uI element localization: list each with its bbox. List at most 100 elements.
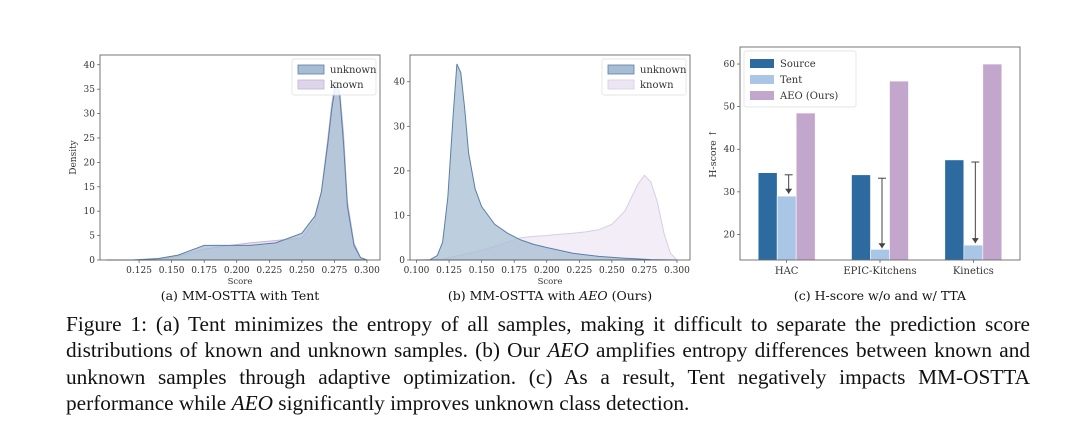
plot-area (106, 77, 368, 261)
caption-body: (a) Tent minimizes the entropy of all sa… (66, 312, 1030, 415)
subcaption-text: (b) MM-OSTTA with (447, 288, 580, 303)
bars (757, 63, 1003, 261)
subcaption-b: (b) MM-OSTTA with AEO (Ours) (410, 288, 690, 303)
y-tick-label: 10 (394, 211, 406, 221)
x-tick-label: EPIC-Kitchens (843, 266, 916, 277)
series-area-unknown (416, 63, 678, 261)
panel-b: 0.100 0.125 0.150 0.175 0.200 0.225 0.250 0.275… (379, 0, 700, 310)
subcaption-emph: Tent (291, 288, 320, 303)
x-tick-label: 0.175 (191, 266, 217, 276)
legend-swatch (750, 59, 774, 68)
y-tick-label: 20 (724, 230, 736, 240)
plot-area (416, 63, 679, 261)
x-tick-label: 0.225 (256, 266, 282, 276)
plot-frame (409, 54, 691, 261)
legend-swatch-known (297, 79, 325, 90)
legend-label: Source (780, 59, 816, 70)
y-axis-label: H-score ↑ (708, 129, 719, 178)
legend-label: Tent (780, 75, 802, 86)
x-tick-label: 0.100 (404, 266, 430, 276)
drop-arrow-head (878, 243, 886, 249)
x-tick-label: 0.150 (159, 266, 185, 276)
legend-swatch-unknown (297, 64, 325, 75)
bar-aeo-ours--0 (795, 112, 816, 261)
y-tick-label: 40 (84, 61, 96, 71)
plot-frame (739, 46, 1021, 261)
bar-source-1 (851, 174, 871, 261)
caption-text: significantly improves unknown class det… (272, 390, 690, 415)
x-tick-label: HAC (775, 266, 799, 277)
x-tick-label: 0.125 (436, 266, 462, 276)
subcaption-emph: AEO (579, 288, 608, 303)
y-tick-label: 30 (394, 122, 406, 132)
legend-swatch (750, 75, 774, 84)
x-tick-label: 0.300 (354, 266, 380, 276)
legend-label: AEO (Ours) (779, 91, 838, 102)
subcaption-tail: (Ours) (607, 288, 653, 303)
x-tick-label: 0.300 (664, 266, 690, 276)
caption-emph: AEO (547, 338, 589, 363)
x-axis-label: Score (538, 277, 563, 287)
drop-arrow-head (785, 188, 793, 194)
bar-aeo-ours--1 (889, 80, 909, 261)
y-tick-label: 30 (724, 188, 736, 198)
y-tick-label: 5 (89, 232, 95, 242)
legend-swatch-known (607, 79, 635, 90)
subcaption-text: (c) H-score w/o and w/ TTA (793, 288, 967, 303)
legend-swatch-unknown (607, 64, 635, 75)
y-tick-label: 35 (84, 85, 96, 95)
y-tick-label: 30 (84, 110, 96, 120)
x-tick-label: 0.125 (126, 266, 152, 276)
legend-label-known: known (640, 80, 674, 91)
y-axis-label: Density (69, 139, 79, 174)
density-chart-a: 0.125 0.150 0.175 0.200 0.225 0.250 0.275 0.300… (69, 54, 381, 287)
legend-label-known: known (330, 80, 364, 91)
y-tick-label: 40 (394, 78, 406, 88)
bar-tent-2 (963, 244, 984, 261)
y-tick-label: 40 (724, 145, 736, 155)
y-tick-label: 0 (89, 256, 95, 266)
caption-label: Figure 1: (66, 312, 148, 336)
y-tick-label: 15 (84, 183, 96, 193)
y-tick-label: 0 (399, 256, 405, 266)
x-tick-label: 0.200 (224, 266, 250, 276)
y-tick-label: 60 (724, 60, 736, 70)
bar-tent-1 (870, 249, 890, 261)
y-tick-label: 10 (84, 207, 96, 217)
x-tick-label: Kinetics (953, 266, 994, 277)
legend-label-unknown: unknown (640, 65, 687, 76)
plot-frame (99, 54, 381, 261)
x-tick-label: 0.225 (566, 266, 592, 276)
y-tick-label: 50 (724, 103, 736, 113)
y-tick-label: 20 (84, 158, 96, 168)
density-chart-b: 0.100 0.125 0.150 0.175 0.200 0.225 0.250 0.275… (379, 54, 691, 287)
panel-c: HAC EPIC-Kitchens Kinetics 20 30 40 50 60 H-scor… (700, 0, 1040, 310)
x-tick-label: 0.250 (289, 266, 315, 276)
series-area-unknown (106, 82, 368, 261)
caption-text: amplifies entropy differences between kn… (66, 338, 1030, 415)
caption-emph: AEO (231, 390, 273, 415)
caption-text: (a) Tent minimizes the entropy of all sa… (66, 312, 1030, 363)
y-tick-label: 20 (394, 167, 406, 177)
x-tick-label: 0.200 (534, 266, 560, 276)
subcaption-a: (a) MM-OSTTA with Tent (100, 288, 380, 303)
bar-source-0 (757, 172, 778, 261)
y-tick-label: 25 (84, 134, 96, 144)
bar-source-2 (944, 159, 965, 261)
legend-label-unknown: unknown (330, 65, 377, 76)
bar-aeo-ours--2 (982, 63, 1003, 261)
x-tick-label: 0.250 (599, 266, 625, 276)
drop-arrow-head (971, 238, 979, 244)
panel-a: 0.125 0.150 0.175 0.200 0.225 0.250 0.275 0.300… (0, 0, 390, 310)
subcaption-text: (a) MM-OSTTA with (160, 288, 292, 303)
x-axis-label: Score (228, 277, 253, 287)
x-tick-label: 0.275 (322, 266, 348, 276)
figure-caption: Figure 1: (a) Tent minimizes the entropy… (66, 311, 1030, 416)
bar-tent-0 (776, 195, 797, 261)
bar-chart-c: HAC EPIC-Kitchens Kinetics 20 30 40 50 60 H-scor… (708, 46, 1021, 277)
x-tick-label: 0.150 (469, 266, 495, 276)
x-tick-label: 0.175 (501, 266, 527, 276)
legend-swatch (750, 91, 774, 100)
x-tick-label: 0.275 (632, 266, 658, 276)
subcaption-c: (c) H-score w/o and w/ TTA (730, 288, 1030, 303)
